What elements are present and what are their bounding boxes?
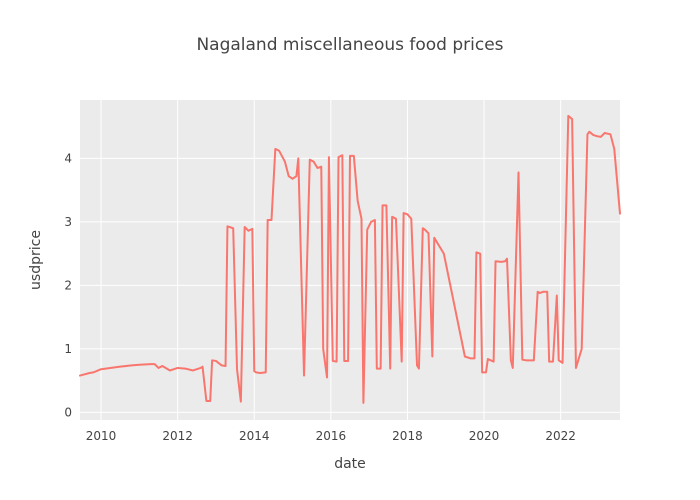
y-tick-label: 3 (64, 215, 72, 229)
x-tick-label: 2022 (545, 429, 576, 443)
x-axis-title: date (334, 456, 366, 472)
x-tick-label: 2020 (469, 429, 500, 443)
y-tick-label: 0 (64, 405, 72, 419)
y-tick-label: 1 (64, 342, 72, 356)
y-axis-title: usdprice (28, 230, 44, 290)
series-line-0 (79, 114, 621, 404)
x-tick-label: 2010 (86, 429, 117, 443)
x-tick-label: 2012 (162, 429, 193, 443)
x-tick-labels: 2010 2012 2014 2016 2018 2020 2022 (86, 429, 576, 443)
y-tick-label: 4 (64, 151, 72, 165)
x-tick-label: 2016 (316, 429, 347, 443)
chart-title: Nagaland miscellaneous food prices (196, 35, 503, 55)
y-tick-label: 2 (64, 278, 72, 292)
x-tick-label: 2014 (239, 429, 270, 443)
x-tick-label: 2018 (392, 429, 423, 443)
series-layer (79, 114, 621, 404)
x-grid-lines (100, 100, 562, 420)
y-tick-labels: 0 1 2 3 4 (64, 151, 72, 419)
